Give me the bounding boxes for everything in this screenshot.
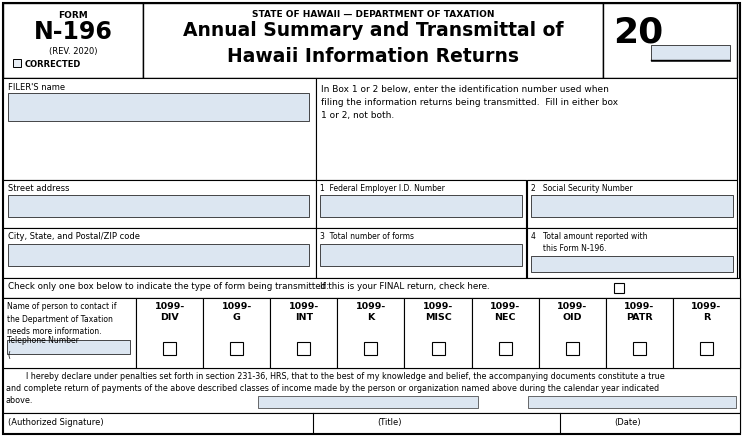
Text: N-196: N-196 [33, 20, 112, 44]
Text: 1099-
NEC: 1099- NEC [490, 302, 520, 322]
Text: 1  Federal Employer I.D. Number: 1 Federal Employer I.D. Number [320, 184, 445, 193]
Text: If this is your FINAL return, check here.: If this is your FINAL return, check here… [320, 282, 490, 291]
Bar [163, 342, 176, 355]
Bar [651, 45, 730, 61]
Bar [3, 413, 740, 433]
Bar [7, 340, 130, 354]
Bar [8, 244, 309, 266]
Text: 4   Total amount reported with
     this Form N-196.: 4 Total amount reported with this Form N… [531, 232, 647, 253]
Bar [136, 298, 203, 368]
Bar [258, 396, 478, 408]
Bar [633, 342, 646, 355]
Text: In Box 1 or 2 below, enter the identification number used when
filing the inform: In Box 1 or 2 below, enter the identific… [321, 85, 618, 121]
Bar [143, 3, 603, 78]
Text: Name of person to contact if
the Department of Taxation
needs more information.: Name of person to contact if the Departm… [7, 302, 117, 336]
Text: (Authorized Signature): (Authorized Signature) [8, 418, 103, 427]
Bar [700, 342, 713, 355]
Text: FILER'S name: FILER'S name [8, 83, 65, 92]
Bar [316, 78, 737, 180]
Bar [3, 298, 136, 368]
Bar [528, 396, 736, 408]
Bar [432, 342, 444, 355]
Bar [3, 78, 316, 180]
Bar [270, 298, 337, 368]
Text: 1099-
OID: 1099- OID [557, 302, 588, 322]
Bar [527, 180, 737, 228]
Text: CORRECTED: CORRECTED [25, 60, 82, 69]
Text: STATE OF HAWAII — DEPARTMENT OF TAXATION: STATE OF HAWAII — DEPARTMENT OF TAXATION [252, 10, 494, 19]
Text: (REV. 2020): (REV. 2020) [49, 47, 97, 56]
Bar [337, 298, 404, 368]
Bar [531, 256, 733, 272]
Text: 1099-
DIV: 1099- DIV [155, 302, 185, 322]
Bar [614, 283, 624, 293]
Bar [203, 298, 270, 368]
Bar [531, 195, 733, 217]
Bar [603, 3, 737, 78]
Bar [606, 298, 673, 368]
Bar [3, 278, 740, 298]
Text: Check only one box below to indicate the type of form being transmitted:: Check only one box below to indicate the… [8, 282, 329, 291]
Text: City, State, and Postal/ZIP code: City, State, and Postal/ZIP code [8, 232, 140, 241]
Text: FORM: FORM [58, 11, 88, 20]
Text: 1099-
R: 1099- R [691, 302, 721, 322]
Bar [499, 342, 512, 355]
Bar [364, 342, 377, 355]
Text: 2   Social Security Number: 2 Social Security Number [531, 184, 632, 193]
Text: Telephone Number: Telephone Number [7, 336, 79, 345]
Bar [3, 368, 740, 413]
Text: (Date): (Date) [614, 418, 641, 427]
Bar [316, 228, 526, 278]
Bar [472, 298, 539, 368]
Text: Street address: Street address [8, 184, 70, 193]
Text: 1099-
K: 1099- K [356, 302, 386, 322]
Text: 1099-
G: 1099- G [221, 302, 252, 322]
Bar [3, 3, 143, 78]
Bar [527, 228, 737, 278]
Bar [320, 244, 522, 266]
Text: I hereby declare under penalties set forth in section 231-36, HRS, that to the b: I hereby declare under penalties set for… [6, 372, 665, 405]
Text: 20: 20 [613, 15, 663, 49]
Bar [673, 298, 740, 368]
Text: 1099-
INT: 1099- INT [288, 302, 319, 322]
Bar [8, 195, 309, 217]
Bar [316, 180, 526, 228]
Text: Hawaii Information Returns: Hawaii Information Returns [227, 47, 519, 66]
Text: 1099-
MISC: 1099- MISC [423, 302, 453, 322]
Bar [13, 59, 21, 67]
Bar [539, 298, 606, 368]
Text: (Title): (Title) [377, 418, 402, 427]
Bar [404, 298, 472, 368]
Bar [8, 93, 309, 121]
Bar [320, 195, 522, 217]
Bar [230, 342, 243, 355]
Text: Annual Summary and Transmittal of: Annual Summary and Transmittal of [183, 21, 563, 40]
Text: (: ( [7, 351, 10, 360]
Bar [3, 180, 316, 228]
Bar [3, 228, 316, 278]
Text: 1099-
PATR: 1099- PATR [624, 302, 655, 322]
Bar [565, 342, 579, 355]
Text: 3  Total number of forms: 3 Total number of forms [320, 232, 414, 241]
Bar [3, 298, 740, 368]
Bar [297, 342, 311, 355]
